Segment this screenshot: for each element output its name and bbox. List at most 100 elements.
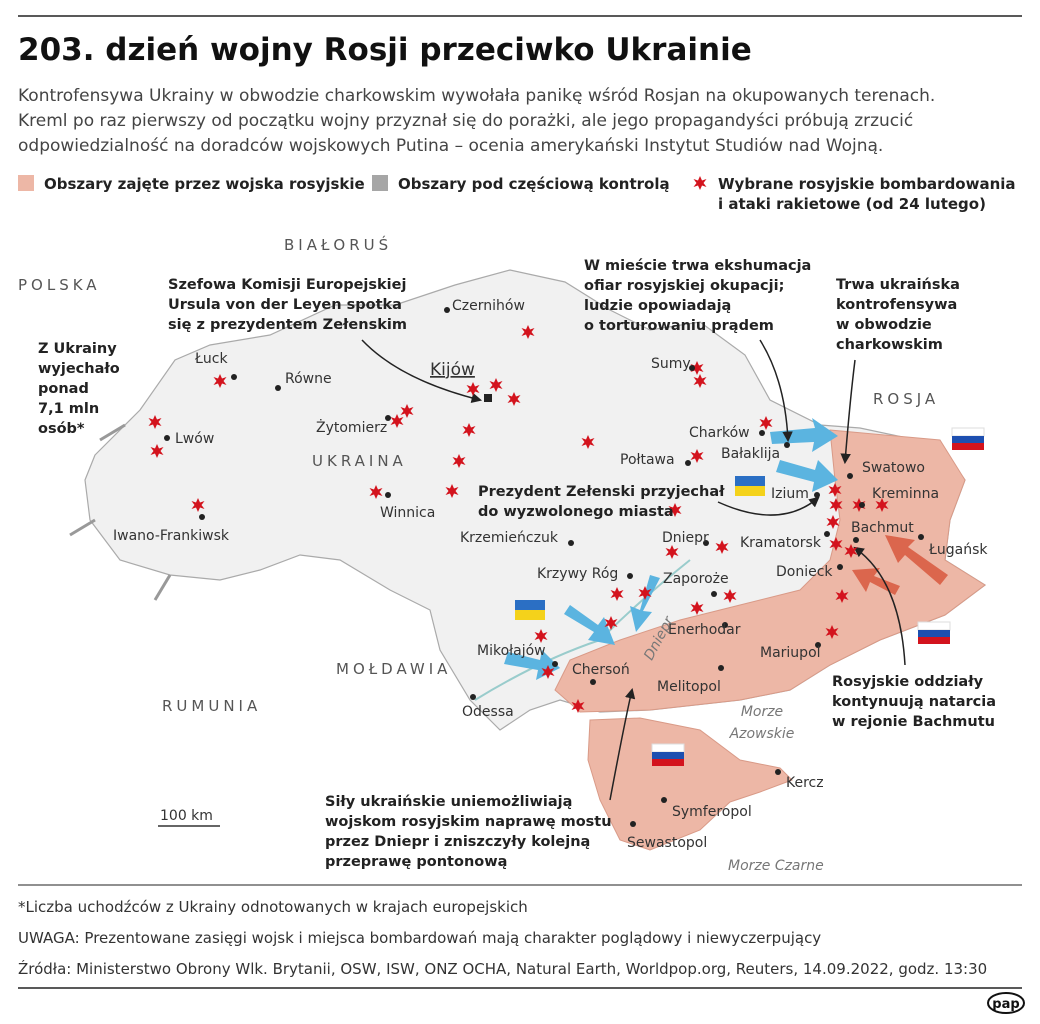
arrow (885, 535, 948, 585)
annotation: Siły ukraińskie uniemożliwiają (325, 794, 572, 810)
country-label: ROSJA (873, 390, 939, 408)
city-label: Donieck (776, 564, 833, 580)
flag-russia (917, 621, 951, 644)
country-label: UKRAINA (312, 452, 407, 470)
leader-line (853, 546, 906, 666)
subtitle: odpowiedzialność na doradców wojskowych … (18, 136, 883, 156)
legend-swatch (18, 175, 34, 191)
flag-ukraine (515, 600, 545, 620)
city-label: Symferopol (672, 804, 752, 820)
city-label: Ługańsk (928, 542, 988, 558)
annotation: się z prezydentem Zełenskim (168, 317, 407, 333)
city-dot (722, 622, 728, 628)
city-label: Łuck (194, 351, 228, 367)
city-label: Enerhodar (668, 622, 741, 638)
country-label: POLSKA (18, 276, 101, 294)
city-dot (689, 365, 695, 371)
city-dot (661, 797, 667, 803)
legend-label: Obszary zajęte przez wojska rosyjskie (44, 175, 365, 193)
city-dot (775, 769, 781, 775)
legend-label: Obszary pod częściową kontrolą (398, 175, 670, 193)
annotations: Z Ukrainy wyjechało ponad 7,1 mln osób* Szefo… (38, 258, 996, 870)
city-dot (814, 492, 820, 498)
occupied-crimea (587, 717, 793, 851)
leader-line (840, 359, 856, 465)
city-label: Kreminna (872, 486, 939, 502)
annotation: Z Ukrainy (38, 341, 117, 357)
city-label: Kramatorsk (740, 535, 822, 551)
city-label: Zaporoże (663, 571, 729, 587)
city-label: Mariupol (760, 645, 821, 661)
legend-label: i ataki rakietowe (od 24 lutego) (718, 195, 986, 213)
city-dot (552, 661, 558, 667)
flag-ukraine (735, 476, 765, 496)
footnote: *Liczba uchodźców z Ukrainy odnotowanych… (18, 898, 528, 916)
subtitle: Kreml po raz pierwszy od początku wojny … (18, 111, 913, 131)
city-label: Mikołajów (477, 643, 546, 659)
city-label: Swatowo (862, 460, 925, 476)
city-label: Sewastopol (627, 835, 707, 851)
annotation: Rosyjskie oddziały (832, 674, 984, 690)
city-label: Żytomierz (316, 418, 387, 436)
arrow (99, 423, 126, 442)
city-label: Melitopol (657, 679, 721, 695)
annotation: ponad (38, 381, 89, 397)
annotation: osób* (38, 421, 85, 437)
city-dot (568, 540, 574, 546)
arrow (776, 460, 838, 492)
city-dot (918, 534, 924, 540)
city-dot (275, 385, 281, 391)
annotation: ludzie opowiadają (584, 298, 731, 314)
occupied-area (554, 429, 986, 713)
city-label: Kijów (430, 360, 475, 380)
annotation: Ursula von der Leyen spotka (168, 297, 402, 313)
scale-label: 100 km (160, 808, 213, 824)
city-dot (815, 642, 821, 648)
annotation: wojskom rosyjskim naprawę mostu (325, 814, 612, 830)
annotation: W mieście trwa ekshumacja (584, 258, 811, 274)
city-label: Czernihów (452, 298, 525, 314)
city-dot (470, 694, 476, 700)
city-dot (164, 435, 170, 441)
annotation: ofiar rosyjskiej okupacji; (584, 278, 784, 294)
city-dot (444, 307, 450, 313)
city-dot (711, 591, 717, 597)
city-label: Iwano-Frankiwsk (113, 528, 230, 544)
legend-label: Wybrane rosyjskie bombardowania (718, 175, 1016, 193)
annotation: przeprawę pontonową (325, 854, 507, 870)
leader-lines (361, 339, 906, 801)
country-label: MOŁDAWIA (336, 660, 451, 678)
city-label: Równe (285, 371, 332, 387)
city-label: Sumy (651, 356, 691, 372)
arrow (153, 574, 172, 601)
city-dot (231, 374, 237, 380)
sea-label: Morze Czarne (728, 858, 824, 874)
country-label: BIAŁORUŚ (284, 235, 392, 254)
logo: pap (992, 997, 1019, 1012)
city-dot (703, 540, 709, 546)
city-dot (685, 460, 691, 466)
city-label: Lwów (175, 431, 214, 447)
country-label: RUMUNIA (162, 697, 261, 715)
annotation: do wyzwolonego miasta (478, 504, 674, 520)
city-label: Połtawa (620, 452, 675, 468)
logo-frame (987, 992, 1025, 1014)
annotation: kontrofensywa (836, 297, 957, 313)
annotation: Trwa ukraińska (836, 277, 960, 293)
city-dot (385, 415, 391, 421)
city-label: Bachmut (851, 520, 914, 536)
legend-star (693, 176, 707, 190)
capital-marker (484, 394, 492, 402)
city-label: Winnica (380, 505, 435, 521)
title: 203. dzień wojny Rosji przeciwko Ukraini… (18, 32, 752, 68)
map: Łuck Równe Lwów Iwano-Frankiwsk Żytomierz Kij… (0, 230, 1040, 880)
city-dot (627, 573, 633, 579)
city-label: Dniepr (662, 530, 709, 546)
annotation: w obwodzie (836, 317, 932, 333)
city-dot (199, 514, 205, 520)
city-label: Krzemieńczuk (460, 530, 559, 546)
legend-swatch (372, 175, 388, 191)
arrow (564, 605, 615, 645)
city-label: Chersoń (572, 662, 630, 678)
sea-label: Morze (741, 704, 783, 720)
